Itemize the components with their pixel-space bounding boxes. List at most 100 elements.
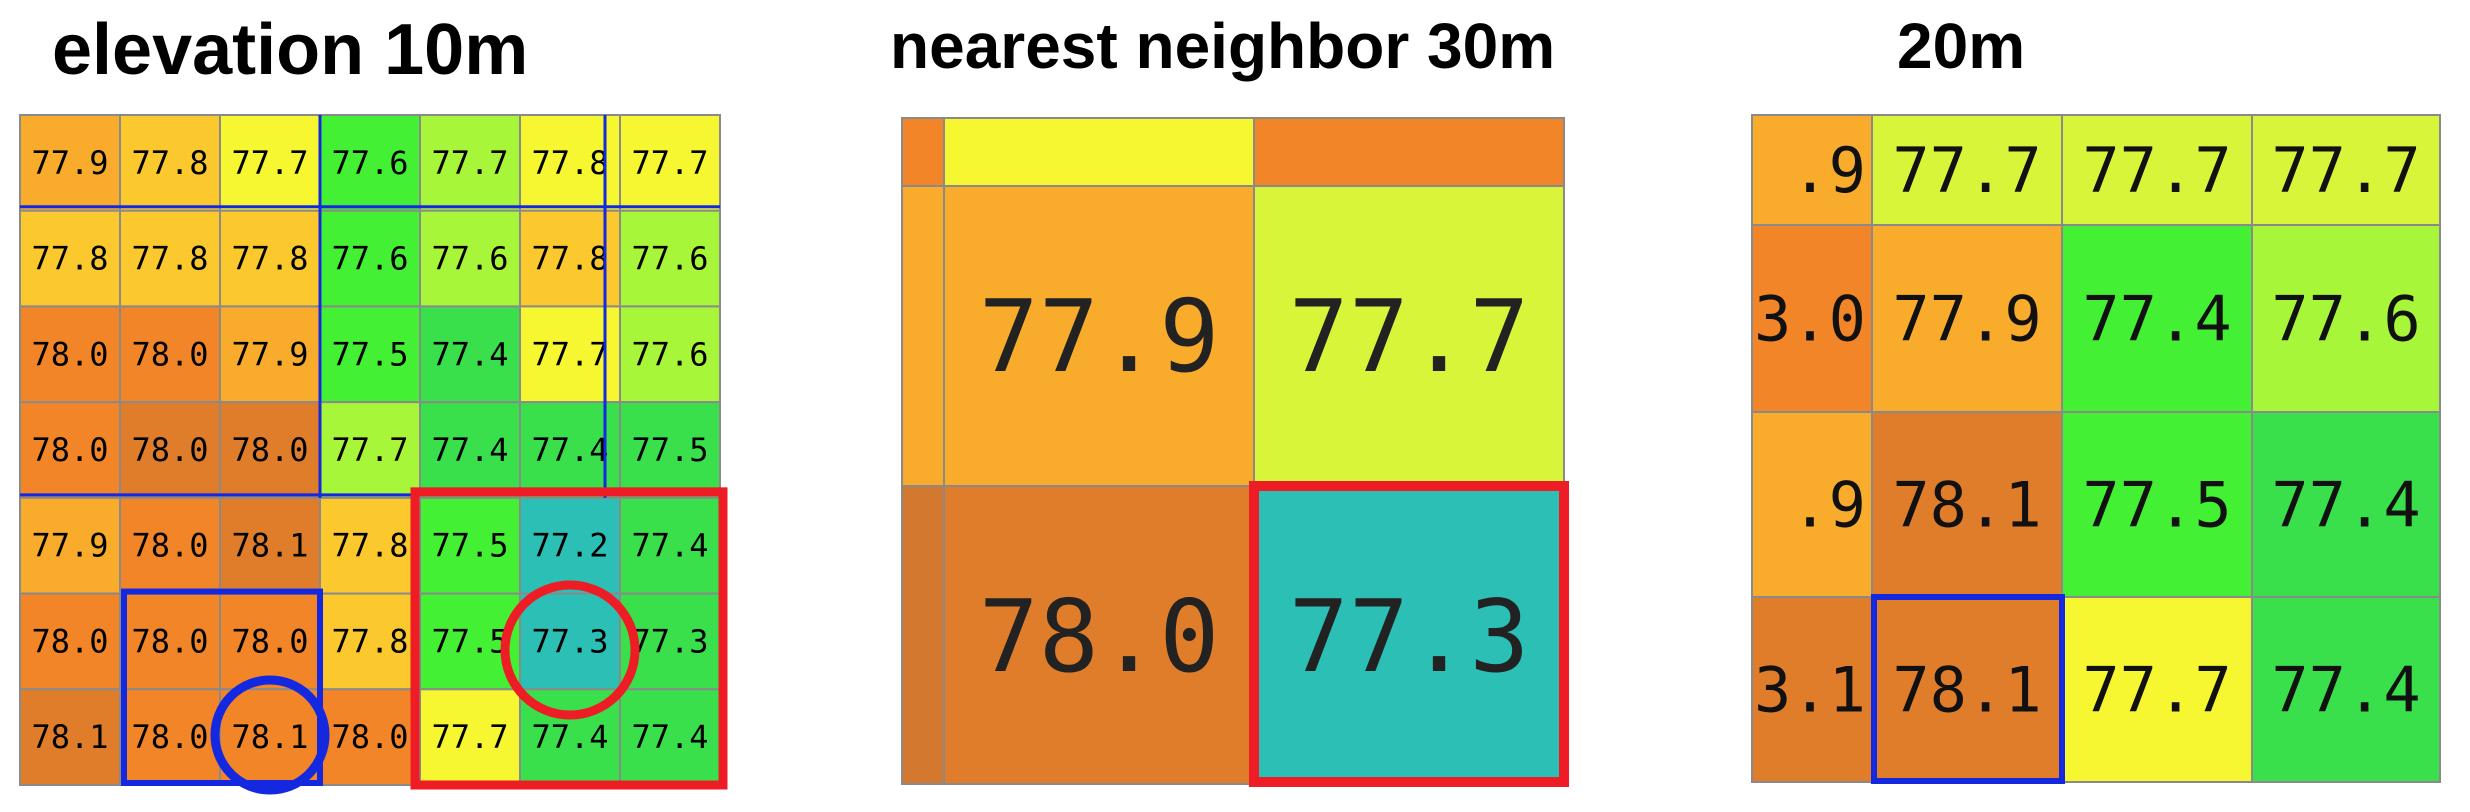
nn-partial-cell [901,117,945,187]
elevation-cell [519,401,621,499]
elevation-cell [19,592,121,691]
elevation-cell-value: 77.8 [31,240,108,278]
cell-20m-value: .9 [1791,469,1866,542]
elevation-cell-value: 77.6 [331,144,408,182]
cell-20m-value: 77.9 [1892,283,2041,356]
elevation-cell-value: 77.4 [631,718,708,756]
cell-20m-value: 78.1 [1892,654,2041,727]
elevation-cell [319,401,421,499]
elevation-cell [519,114,621,212]
cell-20m [1871,224,2063,413]
cell-20m-value: 77.7 [1892,134,2041,207]
elevation-cell [119,209,221,308]
elevation-cell-value: 78.0 [231,431,308,469]
elevation-cell-value: 77.4 [431,431,508,469]
cell-20m [2061,224,2253,413]
cell-20m-value: 77.4 [2082,283,2231,356]
elevation-cell [19,209,121,308]
red-circle-marker [500,580,640,720]
elevation-cell [219,401,321,499]
cell-20m-value: 77.7 [2082,134,2231,207]
elevation-cell [419,688,521,786]
cell-20m-value: 77.4 [2271,654,2420,727]
elevation-cell-value: 77.6 [331,240,408,278]
nn-cell-value: 77.9 [979,278,1220,395]
elevation-cell-value: 77.5 [331,335,408,373]
cell-20m-value: 77.5 [2082,469,2231,542]
elevation-cell-value: 77.8 [331,622,408,660]
elevation-cell-value: 78.0 [131,718,208,756]
elevation-cell [219,688,321,786]
elevation-cell [619,114,721,212]
elevation-cell-value: 78.0 [131,622,208,660]
elevation-cell-value: 78.0 [131,527,208,565]
elevation-cell [619,209,721,308]
elevation-cell [219,305,321,404]
elevation-cell-value: 77.8 [231,240,308,278]
elevation-cell [19,688,121,786]
cell-20m-value: 77.4 [2271,469,2420,542]
elevation-cell-value: 77.6 [631,240,708,278]
elevation-cell-value: 77.5 [431,622,508,660]
elevation-cell-value: 78.0 [331,718,408,756]
elevation-cell-value: 78.1 [231,718,308,756]
nn-partial-cell [901,185,945,487]
cell-20m [2251,224,2441,413]
elevation-cell-value: 77.7 [231,144,308,182]
elevation-cell-value: 77.9 [31,144,108,182]
cell-20m-value: 77.6 [2271,283,2420,356]
elevation-cell [19,305,121,404]
elevation-cell-value: 78.0 [131,335,208,373]
nn-red-selection-box [1249,481,1569,787]
elevation-cell-value: 77.4 [431,335,508,373]
elevation-cell [419,305,521,404]
elevation-cell-value: 78.0 [31,335,108,373]
red-selection-box [410,487,728,790]
elevation-cell-value: 77.4 [531,431,608,469]
elevation-cell [519,496,621,595]
cell-20m [2251,596,2441,783]
elevation-cell-value: 77.4 [631,527,708,565]
cell-20m [1751,114,1873,226]
cell-20m-value: .9 [1791,134,1866,207]
elevation-cell-value: 77.7 [331,431,408,469]
elevation-cell [419,496,521,595]
nn-cell-value: 78.0 [979,578,1220,695]
elevation-cell-value: 77.7 [431,718,508,756]
cell-20m [2251,114,2441,226]
elevation-cell [119,496,221,595]
elevation-cell-value: 77.7 [631,144,708,182]
elevation-cell-value: 77.6 [431,240,508,278]
elevation-cell-value: 78.1 [231,527,308,565]
elevation-cell-value: 77.4 [531,718,608,756]
cell-20m-value: 77.7 [2082,654,2231,727]
elevation-cell-value: 78.1 [31,718,108,756]
elevation-cell [619,305,721,404]
elevation-cell-value: 77.3 [631,622,708,660]
nn-cell [1253,185,1565,487]
blue-circle-marker [210,675,330,795]
nn-partial-cell [1253,117,1565,187]
elevation-cell-value: 77.8 [531,144,608,182]
elevation-cell [119,305,221,404]
elevation-cell-value: 77.9 [31,527,108,565]
elevation-cell-value: 77.9 [231,335,308,373]
elevation-cell-value: 78.0 [31,431,108,469]
elevation-cell-value: 77.8 [131,240,208,278]
elevation-cell [319,688,421,786]
elevation-cell-value: 77.5 [431,527,508,565]
elevation-cell [619,401,721,499]
elevation-cell-value: 78.0 [31,622,108,660]
elevation-cell-value: 77.3 [531,622,608,660]
elevation-cell-value: 77.7 [431,144,508,182]
elevation-cell-value: 77.2 [531,527,608,565]
nn-cell [943,185,1255,487]
cell-20m [1871,114,2063,226]
nn-partial-cell [901,485,945,785]
cell-20m-value: 3.0 [1754,283,1866,356]
cell-20m-value: 3.1 [1754,654,1866,727]
cell-20m [2061,114,2253,226]
cell-20m [1751,224,1873,413]
cell-20m [1871,411,2063,598]
elevation-cell-value: 77.7 [531,335,608,373]
